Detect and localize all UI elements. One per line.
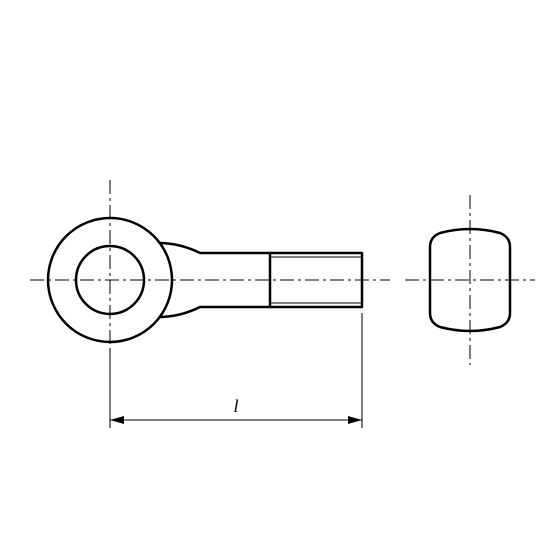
dim-arrow-left — [110, 416, 124, 424]
eye-bolt-technical-drawing: l — [0, 0, 560, 560]
side-view — [30, 180, 390, 380]
dim-label: l — [233, 396, 238, 416]
dim-arrow-right — [348, 416, 362, 424]
end-view — [405, 195, 535, 365]
